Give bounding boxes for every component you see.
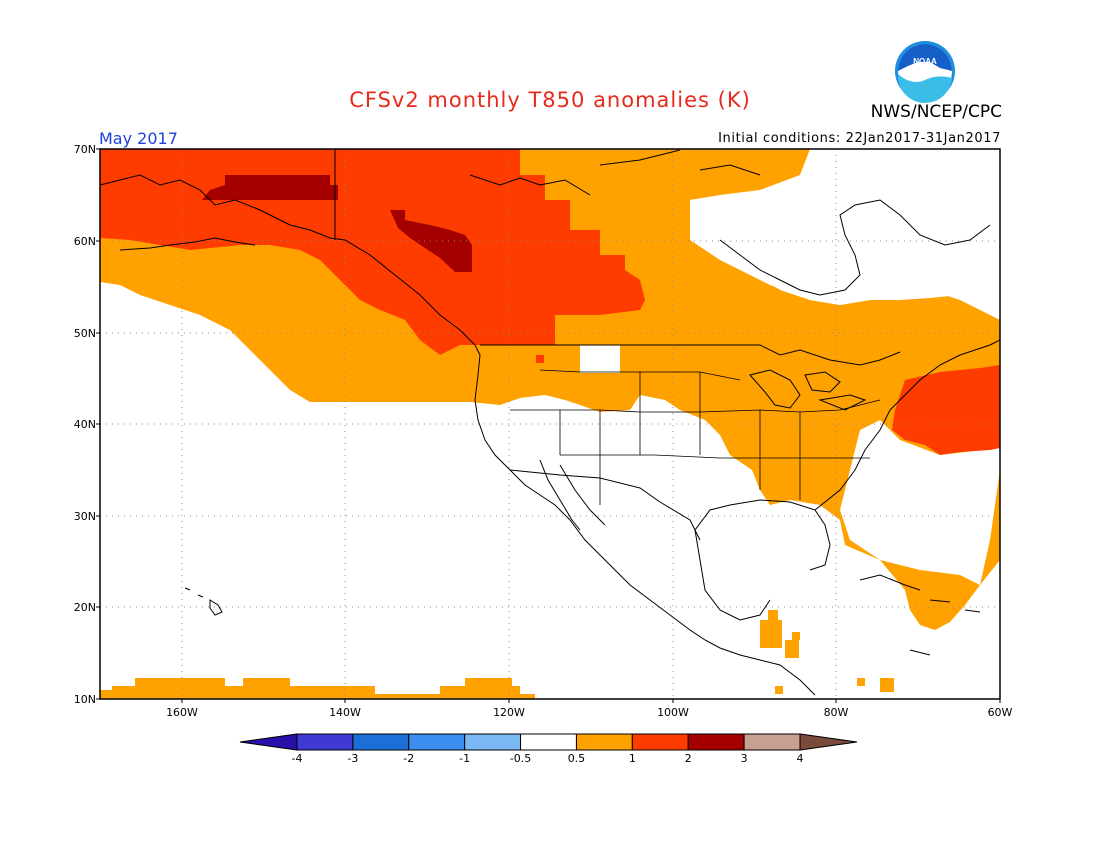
logo-text: NOAA — [913, 57, 937, 66]
anomaly-region-orange-south — [100, 678, 535, 699]
colorbar-arrow-left — [239, 733, 298, 751]
map-title: CFSv2 monthly T850 anomalies (K) — [349, 88, 751, 112]
colorbar-tick-label: -4 — [291, 752, 303, 765]
colorbar-swatch — [631, 733, 689, 751]
lat-label: 50N — [73, 327, 96, 340]
agency-label: NWS/NCEP/CPC — [870, 102, 1002, 122]
coastline-west-us — [474, 354, 816, 696]
anomaly-region-red-east — [892, 365, 1000, 455]
logo-bird-icon — [898, 44, 952, 71]
noaa-logo: NOAA — [895, 41, 955, 104]
anomaly-patch-orange — [785, 640, 799, 658]
colorbar-swatch — [296, 733, 354, 751]
lat-label: 70N — [73, 143, 96, 156]
coastlines — [100, 149, 1000, 696]
colorbar-swatch — [408, 733, 466, 751]
anomaly-patch-orange — [880, 678, 894, 692]
anomaly-region-darkred-alaska — [202, 175, 338, 200]
colorbar-swatch — [464, 733, 522, 751]
anomaly-patch-orange — [792, 632, 800, 640]
lat-label: 40N — [73, 418, 96, 431]
coastline-aleutians — [119, 237, 256, 251]
coastline-east-us — [814, 339, 1000, 511]
caribbean-islands — [859, 574, 981, 656]
lon-label: 120W — [493, 706, 525, 719]
colorbar-tick-label: 0.5 — [567, 752, 586, 765]
colorbar-swatch — [575, 733, 633, 751]
colorbar-tick-label: -1 — [459, 752, 471, 765]
lat-label: 30N — [73, 510, 96, 523]
lon-label: 80W — [823, 706, 849, 719]
colorbar-tick-label: 1 — [628, 752, 636, 765]
colorbar-tick-label: 3 — [740, 752, 748, 765]
border-us-canada — [480, 344, 901, 366]
anomaly-gap-white — [690, 150, 1000, 305]
colorbar-arrow-right — [799, 733, 858, 751]
coastline-gulf — [694, 499, 831, 621]
anomaly-patch-red — [536, 355, 544, 363]
colorbar-swatch — [352, 733, 410, 751]
coastline-alaska — [100, 174, 481, 356]
logo-wave-icon — [897, 74, 952, 104]
colorbar-tick-label: -0.5 — [509, 752, 532, 765]
lat-label: 60N — [73, 235, 96, 248]
hawaii — [184, 587, 223, 616]
graticule — [100, 149, 1000, 699]
anomaly-patch-orange — [760, 620, 782, 648]
great-lakes — [749, 369, 867, 411]
coastline-hudson — [719, 199, 991, 296]
colorbar-tick-label: -2 — [403, 752, 415, 765]
anomaly-patch-orange — [857, 678, 865, 686]
lat-label: 10N — [73, 693, 96, 706]
colorbar-swatch — [743, 733, 801, 751]
lon-label: 140W — [329, 706, 361, 719]
lon-label: 100W — [657, 706, 689, 719]
colorbar-swatch — [520, 733, 577, 751]
anomaly-field — [100, 149, 1000, 699]
colorbar-tick-label: 4 — [796, 752, 804, 765]
state-borders — [510, 369, 881, 505]
lon-label: 60W — [987, 706, 1013, 719]
axis-ticks — [96, 148, 1001, 703]
state-border — [559, 372, 801, 505]
lat-label: 20N — [73, 601, 96, 614]
anomaly-region-orange-north — [100, 149, 1000, 630]
colorbar-tick-label: -3 — [347, 752, 359, 765]
initial-conditions-label: Initial conditions: 22Jan2017-31Jan2017 — [718, 131, 1001, 146]
border-us-mexico — [509, 469, 701, 541]
lon-label: 160W — [166, 706, 198, 719]
colorbar — [239, 733, 858, 751]
period-label: May 2017 — [99, 129, 178, 148]
anomaly-gap-white — [580, 345, 620, 373]
anomaly-patch-orange — [768, 610, 778, 620]
colorbar-swatch — [687, 733, 745, 751]
anomaly-patch-orange — [775, 686, 783, 694]
coastline-arctic — [334, 149, 761, 240]
colorbar-tick-label: 2 — [684, 752, 692, 765]
